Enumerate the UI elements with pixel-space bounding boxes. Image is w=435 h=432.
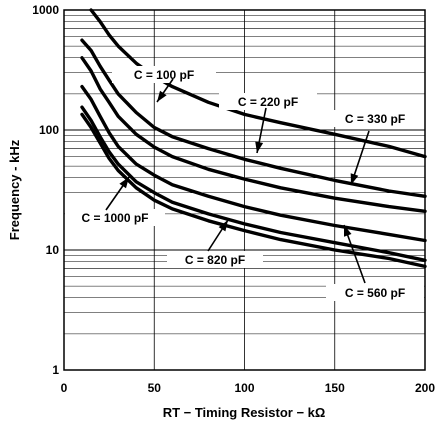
callout-label-c-220-pf: C = 220 pF (238, 95, 298, 109)
x-tick-label: 100 (234, 381, 254, 395)
series-line-c-1000-pf (80, 112, 427, 269)
x-tick-label: 150 (325, 381, 345, 395)
y-tick-label: 1 (52, 363, 59, 377)
callout-arrowhead (218, 220, 228, 232)
callout-label-c-100-pf: C = 100 pF (134, 68, 194, 82)
y-tick-label: 100 (39, 123, 59, 137)
callout-box (167, 251, 263, 268)
callout-arrowhead (157, 90, 167, 102)
callout-box (326, 284, 424, 301)
series-line-c-330-pf (80, 56, 427, 214)
callout-box (326, 110, 424, 127)
callout-label-c-1000-pf: C = 1000 pF (81, 211, 148, 225)
x-axis-label: RT − Timing Resistor − kΩ (163, 405, 326, 420)
series-line-c-820-pf (80, 105, 427, 262)
callout-arrowhead (255, 141, 264, 153)
series-group (80, 8, 427, 269)
y-tick-label: 10 (46, 243, 60, 257)
callout-label-c-820-pf: C = 820 pF (185, 253, 245, 267)
callout-arrowhead (119, 177, 129, 189)
y-tick-label: 1000 (32, 3, 59, 17)
callouts-group: C = 100 pF C = 220 pF C = 330 pF C = 1000 p… (65, 66, 424, 301)
series-line-c-220-pf (80, 38, 427, 199)
ticks-group: 0 50 100 150 200 1 10 100 1000 (32, 3, 435, 395)
callout-box (65, 209, 165, 226)
series-line-c-100-pf (89, 8, 427, 159)
callout-box (219, 93, 317, 110)
x-tick-label: 50 (148, 381, 162, 395)
callout-arrowhead (344, 225, 352, 237)
callout-label-c-560-pf: C = 560 pF (345, 286, 405, 300)
plot-frame (63, 9, 426, 371)
callout-arrowhead (350, 173, 359, 185)
callout-label-c-330-pf: C = 330 pF (345, 112, 405, 126)
y-axis-label: Frequency - kHz (7, 139, 22, 240)
series-line-c-560-pf (80, 84, 427, 243)
x-tick-label: 200 (415, 381, 435, 395)
callout-box (112, 66, 216, 83)
x-tick-label: 0 (61, 381, 68, 395)
